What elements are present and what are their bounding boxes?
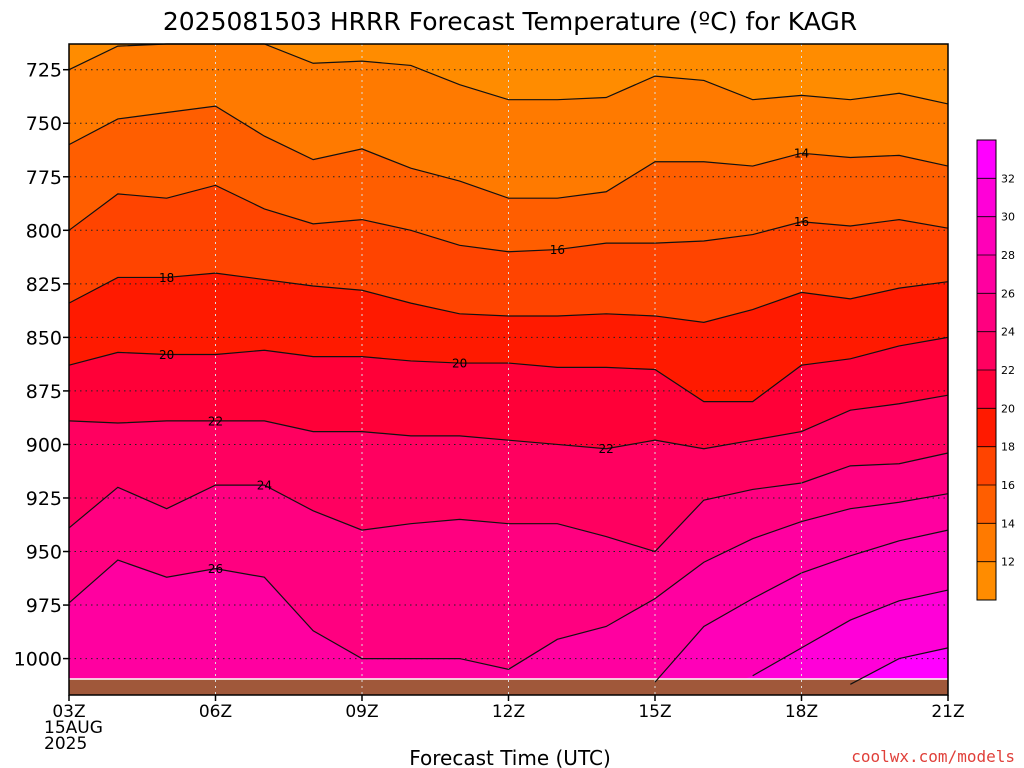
contour-label-text: 20 (452, 357, 467, 371)
isotherm-28 (654, 529, 949, 683)
contour-label-text: 22 (208, 414, 223, 428)
contour-label-5: 20 (452, 357, 467, 371)
y-tick-label-825: 825 (26, 274, 62, 296)
contour-label-6: 22 (208, 414, 223, 428)
contour-label-text: 24 (257, 479, 272, 493)
colorbar-label-20: 20 (1001, 402, 1015, 415)
isotherm-24 (68, 452, 949, 553)
isotherm-lines (68, 43, 949, 685)
watermark: coolwx.com/models (851, 747, 1015, 766)
colorbar-swatch-10 (977, 178, 996, 218)
y-tick-label-775: 775 (26, 167, 62, 189)
colorbar-swatch-6 (977, 331, 996, 371)
contour-label-3: 18 (159, 271, 174, 285)
contour-label-0: 14 (794, 147, 809, 161)
chart-title: 2025081503 HRRR Forecast Temperature (ºC… (163, 7, 857, 36)
colorbar-label-24: 24 (1001, 326, 1015, 339)
y-tick-label-725: 725 (26, 60, 62, 82)
colorbar-swatch-2 (977, 485, 996, 524)
isotherm-20 (68, 336, 949, 403)
isotherm-26 (68, 493, 949, 670)
contour-label-9: 26 (208, 562, 223, 576)
isotherm-32 (850, 647, 949, 685)
isotherm-14 (68, 105, 949, 199)
contour-label-text: 22 (599, 442, 614, 456)
colorbar-label-32: 32 (1001, 172, 1015, 185)
x-tick-label-3-0: 03Z (52, 702, 85, 722)
colorbar-label-12: 12 (1001, 556, 1015, 569)
x-tick-label-15-0: 15Z (638, 702, 671, 722)
colorbar-swatch-4 (977, 408, 996, 448)
colorbar-swatch-8 (977, 255, 996, 294)
colorbar-swatch-0 (977, 561, 996, 601)
colorbar-swatch-11 (977, 140, 996, 179)
isotherm-22 (68, 394, 949, 450)
x-tick-label-6-0: 06Z (199, 702, 232, 722)
y-tick-label-950: 950 (26, 542, 62, 564)
x-tick-label-3-2: 2025 (44, 734, 87, 754)
contour-label-text: 14 (794, 147, 809, 161)
colorbar-swatch-9 (977, 216, 996, 256)
contour-label-4: 20 (159, 348, 174, 362)
contour-label-7: 22 (599, 442, 614, 456)
contour-labels: 14 16 16 18 20 20 22 22 24 26 (159, 147, 809, 576)
x-tick-label-12-0: 12Z (492, 702, 525, 722)
y-axis: 725 750 775 800 825 850 875 900 925 950 975 1000 (14, 60, 69, 671)
x-tick-label-9-0: 09Z (345, 702, 378, 722)
isotherm-18 (68, 272, 949, 323)
x-axis-title: Forecast Time (UTC) (409, 746, 611, 768)
contour-label-1: 16 (550, 243, 565, 257)
y-tick-label-875: 875 (26, 381, 62, 403)
contour-label-text: 26 (208, 562, 223, 576)
colorbar-label-22: 22 (1001, 364, 1015, 377)
y-tick-label-750: 750 (26, 113, 62, 135)
contour-label-text: 16 (550, 243, 565, 257)
colorbar-label-28: 28 (1001, 249, 1015, 262)
isotherm-16 (68, 184, 949, 253)
x-tick-label-18-0: 18Z (785, 702, 818, 722)
colorbar-swatch-5 (977, 370, 996, 409)
x-tick-label-21-0: 21Z (931, 702, 964, 722)
band-above-28 (69, 530, 948, 695)
colorbar-label-30: 30 (1001, 211, 1015, 224)
colorbar-label-26: 26 (1001, 287, 1015, 300)
y-tick-label-925: 925 (26, 488, 62, 510)
x-tick-label-3-1: 15AUG (44, 718, 103, 738)
colorbar-label-16: 16 (1001, 479, 1015, 492)
colorbar-swatch-7 (977, 293, 996, 333)
colorbar-swatch-1 (977, 523, 996, 563)
colorbar-swatch-3 (977, 446, 996, 486)
y-tick-label-900: 900 (26, 434, 62, 456)
colorbar-label-18: 18 (1001, 441, 1015, 454)
colorbar-label-14: 14 (1001, 517, 1015, 530)
y-tick-label-975: 975 (26, 595, 62, 617)
y-tick-label-1000: 1000 (14, 649, 62, 671)
contour-label-2: 16 (794, 215, 809, 229)
y-tick-label-850: 850 (26, 327, 62, 349)
colorbar: 12 14 16 18 20 22 24 26 28 30 32 (976, 139, 1015, 601)
contour-label-8: 24 (257, 479, 272, 493)
contour-label-text: 18 (159, 271, 174, 285)
contour-label-text: 20 (159, 348, 174, 362)
isotherm-30 (752, 589, 949, 677)
y-tick-label-800: 800 (26, 220, 62, 242)
contour-label-text: 16 (794, 215, 809, 229)
